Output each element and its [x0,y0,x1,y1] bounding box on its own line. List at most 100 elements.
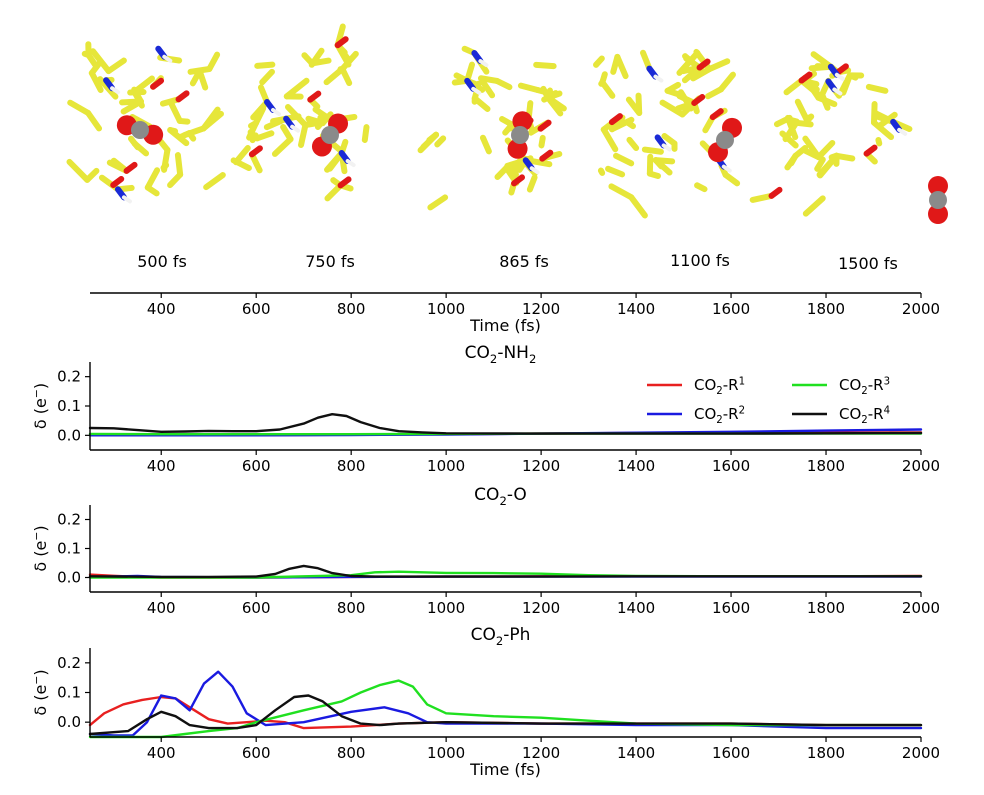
x-tick-label: 400 [147,599,176,617]
ligand-bond [479,134,492,155]
co2-carbon [131,121,149,139]
ligand-bond [120,98,144,115]
co2-carbon [321,126,339,144]
ligand-bond [247,129,261,142]
x-tick-label: 1600 [712,300,750,318]
x-tick-label: 1200 [522,744,560,762]
ligand-bond [434,135,447,148]
ligand-bond [624,119,636,130]
oxygen-atom [834,63,849,76]
co2-oxygen [507,138,528,159]
ligand-bond [544,87,553,101]
y-tick-label: 0.1 [57,397,81,415]
ligand-bond [538,134,546,149]
ligand-bond [181,125,207,139]
ligand-bond [167,99,183,124]
hydrogen-atom [110,86,121,95]
x-tick-label: 1400 [617,744,655,762]
legend-label: CO2​-R3​ [839,376,890,397]
ligand-bond [664,81,682,94]
ligand-bond [865,83,889,94]
x-tick-label: 1600 [712,744,750,762]
x-tick-label: 1000 [427,599,465,617]
x-tick-label: 1000 [427,300,465,318]
ligand-bond [230,157,252,172]
ligand-bond [417,131,440,154]
y-tick-label: 0.0 [57,569,81,587]
co2-carbon [716,131,734,149]
ligand-bond [167,127,179,135]
snapshot-label: 1100 fs [670,251,730,270]
hydrogen-atom [897,127,908,136]
hydrogen-atom [832,87,843,96]
y-axis-label: δ (e−​) [30,383,50,429]
ligand-bond [833,152,856,162]
x-tick-label: 2000 [902,599,940,617]
ligand-bond [614,53,629,80]
ligand-bond [802,195,826,217]
ligand-bond [870,101,878,126]
ligand-bond [641,146,664,155]
co2-carbon [929,191,947,209]
oxygen-atom [798,71,813,84]
x-tick-label: 1000 [427,457,465,475]
ligand-bond [88,70,104,94]
x-tick-label: 1400 [617,300,655,318]
snapshot-label: 750 fs [305,252,355,271]
ligand-bond [815,139,836,161]
ligand-bond [598,79,606,87]
x-tick-label: 1800 [807,457,845,475]
x-tick-label: 600 [242,300,271,318]
x-tick-label: 800 [337,599,366,617]
oxygen-atom [334,36,349,49]
ligand-bond [694,182,708,193]
legend: CO2​-R1​ CO2​-R3​ CO2​-R2​ CO2​-R4​ [647,376,890,426]
hydrogen-atom [121,195,132,204]
snapshot-label: 500 fs [137,252,187,271]
ligand-bond [788,117,800,125]
panel-title: CO2​-NH2​ [465,343,537,366]
chart-panel: CO2​-NH2​ 0.0 0.1 0.2 400 600 800 1000 1200 1400 1… [30,343,940,475]
ligand-bond [652,157,673,176]
snapshot-label: 865 fs [499,252,549,271]
oxygen-atom [511,174,526,187]
ligand-bond [67,99,92,116]
ligand-bond [254,61,276,69]
hydrogen-atom [290,124,301,133]
ligand-bond [298,122,309,148]
ligand-bond [144,167,161,191]
ligand-bond [681,64,703,84]
hydrogen-atom [529,166,540,175]
ligand-bond [106,159,130,174]
hydrogen-atom [653,74,664,83]
ligand-bond [494,164,510,180]
x-tick-label: 2000 [902,744,940,762]
chart-panel: 400 600 800 1000 1200 1400 1600 1800 2000 Time (f… [90,292,940,335]
ligand-bond [693,48,713,73]
ligand-bond [259,68,275,86]
x-axis-label: Time (fs) [469,316,541,335]
oxygen-atom [709,108,724,121]
ligand-bond [526,174,538,193]
x-tick-label: 1400 [617,599,655,617]
hydrogen-atom [471,86,482,95]
ligand-bond [814,156,826,172]
ligand-bond [161,146,171,173]
ligand-bond [324,182,344,202]
hydrogen-atom [834,72,845,81]
molecule-snapshot: 750 fs [230,23,370,271]
ligand-bond [308,47,325,68]
legend-label: CO2​-R2​ [694,405,745,426]
co2-oxygen [512,111,533,132]
x-tick-label: 1200 [522,300,560,318]
oxygen-atom [307,90,322,103]
ligand-bond [66,158,91,183]
ligand-bond [816,152,840,178]
snapshot-row: 500 fs 750 fs 865 fs 1100 fs 1500 fs [66,23,948,273]
x-tick-label: 2000 [902,457,940,475]
chart-panel: CO2​-O 0.0 0.1 0.2 400 600 800 1000 1200 1400 1600… [30,485,940,617]
molecule-snapshot: 865 fs [417,45,567,271]
panel-title: CO2​-Ph [471,625,531,648]
hydrogen-atom [661,143,672,152]
